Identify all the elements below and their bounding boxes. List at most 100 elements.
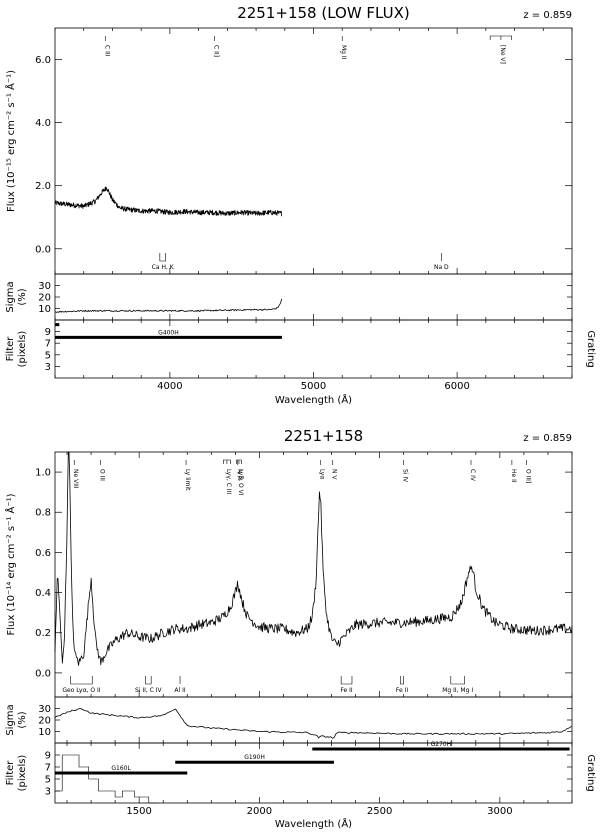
filter-y-tick-label: 7 bbox=[45, 339, 51, 350]
flux-y-tick-label: 0.0 bbox=[35, 244, 51, 255]
flux-y-tick-label: 1.0 bbox=[35, 468, 51, 479]
sigma-y-axis-label: Sigma bbox=[5, 704, 16, 735]
redshift-label: z = 0.859 bbox=[523, 10, 572, 21]
filter-width-steps bbox=[55, 754, 159, 804]
filter-y-tick-label: 9 bbox=[45, 327, 51, 338]
emission-line-label: O III] bbox=[524, 469, 531, 483]
emission-line-label: Ne VIII bbox=[72, 469, 79, 489]
absorption-line-label: Fe II bbox=[396, 687, 408, 694]
sigma-y-tick-label: 10 bbox=[38, 727, 51, 738]
x-tick-label: 4000 bbox=[157, 381, 182, 392]
absorption-line-label: Ca H, K bbox=[152, 264, 175, 271]
absorption-line-marker: Fe II bbox=[340, 676, 353, 694]
filter-y-tick-label: 5 bbox=[45, 775, 51, 786]
filter-y-tick-label: 5 bbox=[45, 350, 51, 361]
x-axis-label: Wavelength (Å) bbox=[275, 817, 352, 830]
x-tick-label: 3000 bbox=[487, 806, 512, 817]
flux-y-tick-label: 2.0 bbox=[35, 181, 51, 192]
filter-y-axis-unit: (pixels) bbox=[17, 755, 28, 792]
filter-panel-frame bbox=[54, 319, 573, 379]
filter-y-axis-label: Filter bbox=[5, 760, 16, 786]
flux-spectrum-line bbox=[54, 186, 283, 217]
redshift-label: z = 0.859 bbox=[523, 433, 572, 444]
emission-line-marker: N III bbox=[236, 460, 243, 481]
absorption-line-marker: Fe II bbox=[396, 676, 408, 694]
absorption-line-marker: Ca H, K bbox=[152, 253, 175, 271]
emission-line-marker: N V bbox=[331, 460, 338, 480]
sigma-y-axis-label: Sigma bbox=[5, 281, 16, 312]
emission-line-label: O III bbox=[99, 469, 106, 481]
sigma-line bbox=[54, 708, 573, 739]
emission-line-marker: O III] bbox=[524, 460, 531, 483]
absorption-line-marker: Al II bbox=[174, 676, 186, 694]
emission-line-label: Si IV bbox=[402, 469, 409, 483]
marker-bracket bbox=[400, 676, 404, 685]
emission-line-marker: Ne VIII bbox=[72, 460, 79, 489]
grating-bar-label: G160L bbox=[111, 765, 131, 772]
grating-label: Grating bbox=[585, 754, 596, 791]
chart-title: 2251+158 bbox=[284, 427, 363, 445]
filter-y-tick-label: 7 bbox=[45, 763, 51, 774]
x-tick-label: 2500 bbox=[367, 806, 392, 817]
marker-bracket bbox=[70, 676, 93, 685]
flux-panel-frame bbox=[54, 451, 573, 698]
grating-bar-label: G270H bbox=[431, 741, 452, 748]
sigma-panel-frame bbox=[54, 696, 573, 744]
sigma-y-tick-label: 30 bbox=[38, 704, 51, 715]
marker-bracket bbox=[340, 676, 353, 685]
emission-line-label: Lyγ, C III bbox=[225, 469, 232, 494]
emission-line-label: He II bbox=[510, 469, 517, 483]
x-tick-label: 6000 bbox=[444, 381, 469, 392]
absorption-line-label: Si II, C IV bbox=[135, 687, 163, 694]
emission-line-marker: [Ne V] bbox=[489, 35, 512, 64]
flux-spectrum-line bbox=[54, 451, 573, 666]
emission-line-marker: Lyβ, O VI bbox=[236, 459, 244, 496]
x-tick-label: 2000 bbox=[247, 806, 272, 817]
chart-panel-2: 2251+158 z = 0.859 1500 2000 2500 3000 Wavelen… bbox=[4, 427, 596, 830]
flux-y-tick-label: 6.0 bbox=[35, 55, 51, 66]
grating-label: Grating bbox=[585, 330, 596, 367]
emission-line-marker: Lyγ, C III bbox=[223, 459, 232, 494]
emission-line-marker: O III bbox=[99, 460, 106, 481]
emission-line-label: Ly limit bbox=[184, 469, 191, 491]
grating-bar-label: G190H bbox=[244, 754, 265, 761]
x-tick-label: 5000 bbox=[301, 381, 326, 392]
flux-y-tick-label: 4.0 bbox=[35, 118, 51, 129]
sigma-y-axis-unit: (%) bbox=[17, 288, 28, 305]
chart-title: 2251+158 (LOW FLUX) bbox=[237, 4, 410, 22]
absorption-line-marker: Si II, C IV bbox=[135, 676, 163, 694]
flux-y-tick-label: 0.4 bbox=[35, 588, 51, 599]
emission-line-marker: Lyα bbox=[319, 460, 326, 479]
emission-line-marker: Si IV bbox=[402, 460, 409, 483]
emission-line-marker: C IV bbox=[469, 460, 476, 482]
filter-y-tick-label: 3 bbox=[45, 787, 51, 798]
grating-bar-label: G400H bbox=[158, 329, 179, 336]
absorption-line-label: Fe II bbox=[340, 687, 352, 694]
emission-line-marker: C III bbox=[103, 36, 110, 57]
filter-y-axis-unit: (pixels) bbox=[17, 331, 28, 368]
filter-y-tick-label: 3 bbox=[45, 362, 51, 373]
filter-y-axis-label: Filter bbox=[5, 336, 16, 362]
emission-line-label: C III bbox=[103, 45, 110, 57]
flux-panel-frame bbox=[54, 27, 573, 275]
emission-line-marker: Mg II bbox=[340, 36, 347, 60]
emission-line-marker: Ly limit bbox=[184, 460, 191, 491]
sigma-y-tick-label: 10 bbox=[38, 304, 51, 315]
emission-line-label: N III bbox=[236, 469, 243, 481]
sigma-y-tick-label: 30 bbox=[38, 281, 51, 292]
absorption-line-marker: Na D bbox=[434, 253, 449, 271]
absorption-line-label: Mg II, Mg I bbox=[442, 687, 473, 694]
emission-line-label: Mg II bbox=[340, 45, 347, 60]
flux-y-tick-label: 0.0 bbox=[35, 668, 51, 679]
chart-panel-1: 2251+158 (LOW FLUX) z = 0.859 4000 5000 6000… bbox=[4, 4, 596, 406]
marker-bracket bbox=[145, 676, 152, 685]
x-axis-label: Wavelength (Å) bbox=[275, 393, 352, 406]
emission-line-label: N V bbox=[331, 469, 338, 480]
flux-y-tick-label: 0.2 bbox=[35, 628, 51, 639]
emission-line-label: Lyβ, O VI bbox=[237, 469, 244, 496]
absorption-line-label: Na D bbox=[434, 264, 449, 271]
absorption-line-label: Al II bbox=[174, 687, 185, 694]
emission-line-label: C II] bbox=[212, 45, 219, 57]
emission-line-marker: He II bbox=[510, 460, 517, 483]
sigma-y-tick-label: 20 bbox=[38, 716, 51, 727]
